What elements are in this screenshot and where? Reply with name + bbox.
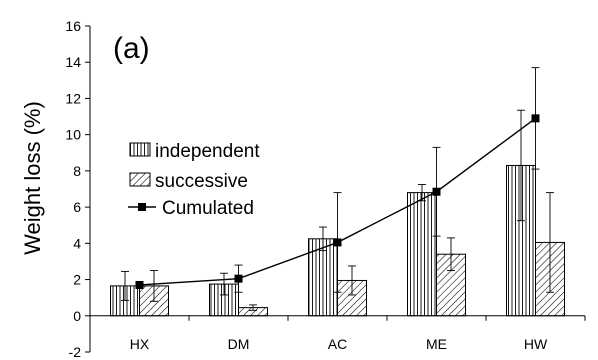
legend-swatch-independent — [129, 142, 151, 157]
point-Cumulated — [234, 274, 243, 283]
x-tick-label: AC — [328, 336, 347, 352]
plot-area: -2 0 2 4 6 8 10 12 14 16 HX DM AC ME HW — [65, 18, 586, 360]
y-tick-label: 8 — [73, 163, 81, 179]
x-tick-label: HX — [130, 336, 150, 352]
legend-label-successive: successive — [155, 171, 248, 192]
y-axis-label: Weight loss (%) — [20, 101, 45, 255]
point-Cumulated — [531, 114, 540, 123]
x-tick-label: HW — [524, 336, 548, 352]
legend-label-cumulated: Cumulated — [162, 198, 254, 219]
x-tick-label: ME — [426, 336, 447, 352]
panel-label: (a) — [113, 32, 150, 65]
legend-swatch-successive — [129, 172, 151, 187]
y-tick-label: 4 — [73, 235, 81, 251]
x-tick-label: DM — [228, 336, 250, 352]
y-tick-label: 14 — [65, 54, 81, 70]
y-tick-label: 0 — [73, 308, 81, 324]
y-tick-label: 16 — [65, 18, 81, 34]
point-Cumulated — [333, 238, 342, 247]
y-tick-label: 10 — [65, 127, 81, 143]
legend-marker-cumulated — [138, 203, 146, 211]
bar-independent — [407, 192, 437, 317]
point-Cumulated — [432, 187, 441, 196]
y-tick-label: 12 — [65, 90, 81, 106]
y-tick-label: 6 — [73, 199, 81, 215]
y-tick-label: 2 — [73, 272, 81, 288]
legend-label-independent: independent — [155, 141, 260, 162]
point-Cumulated — [135, 280, 144, 289]
legend: independent successive Cumulated — [128, 141, 260, 219]
y-tick-label: -2 — [69, 344, 82, 360]
